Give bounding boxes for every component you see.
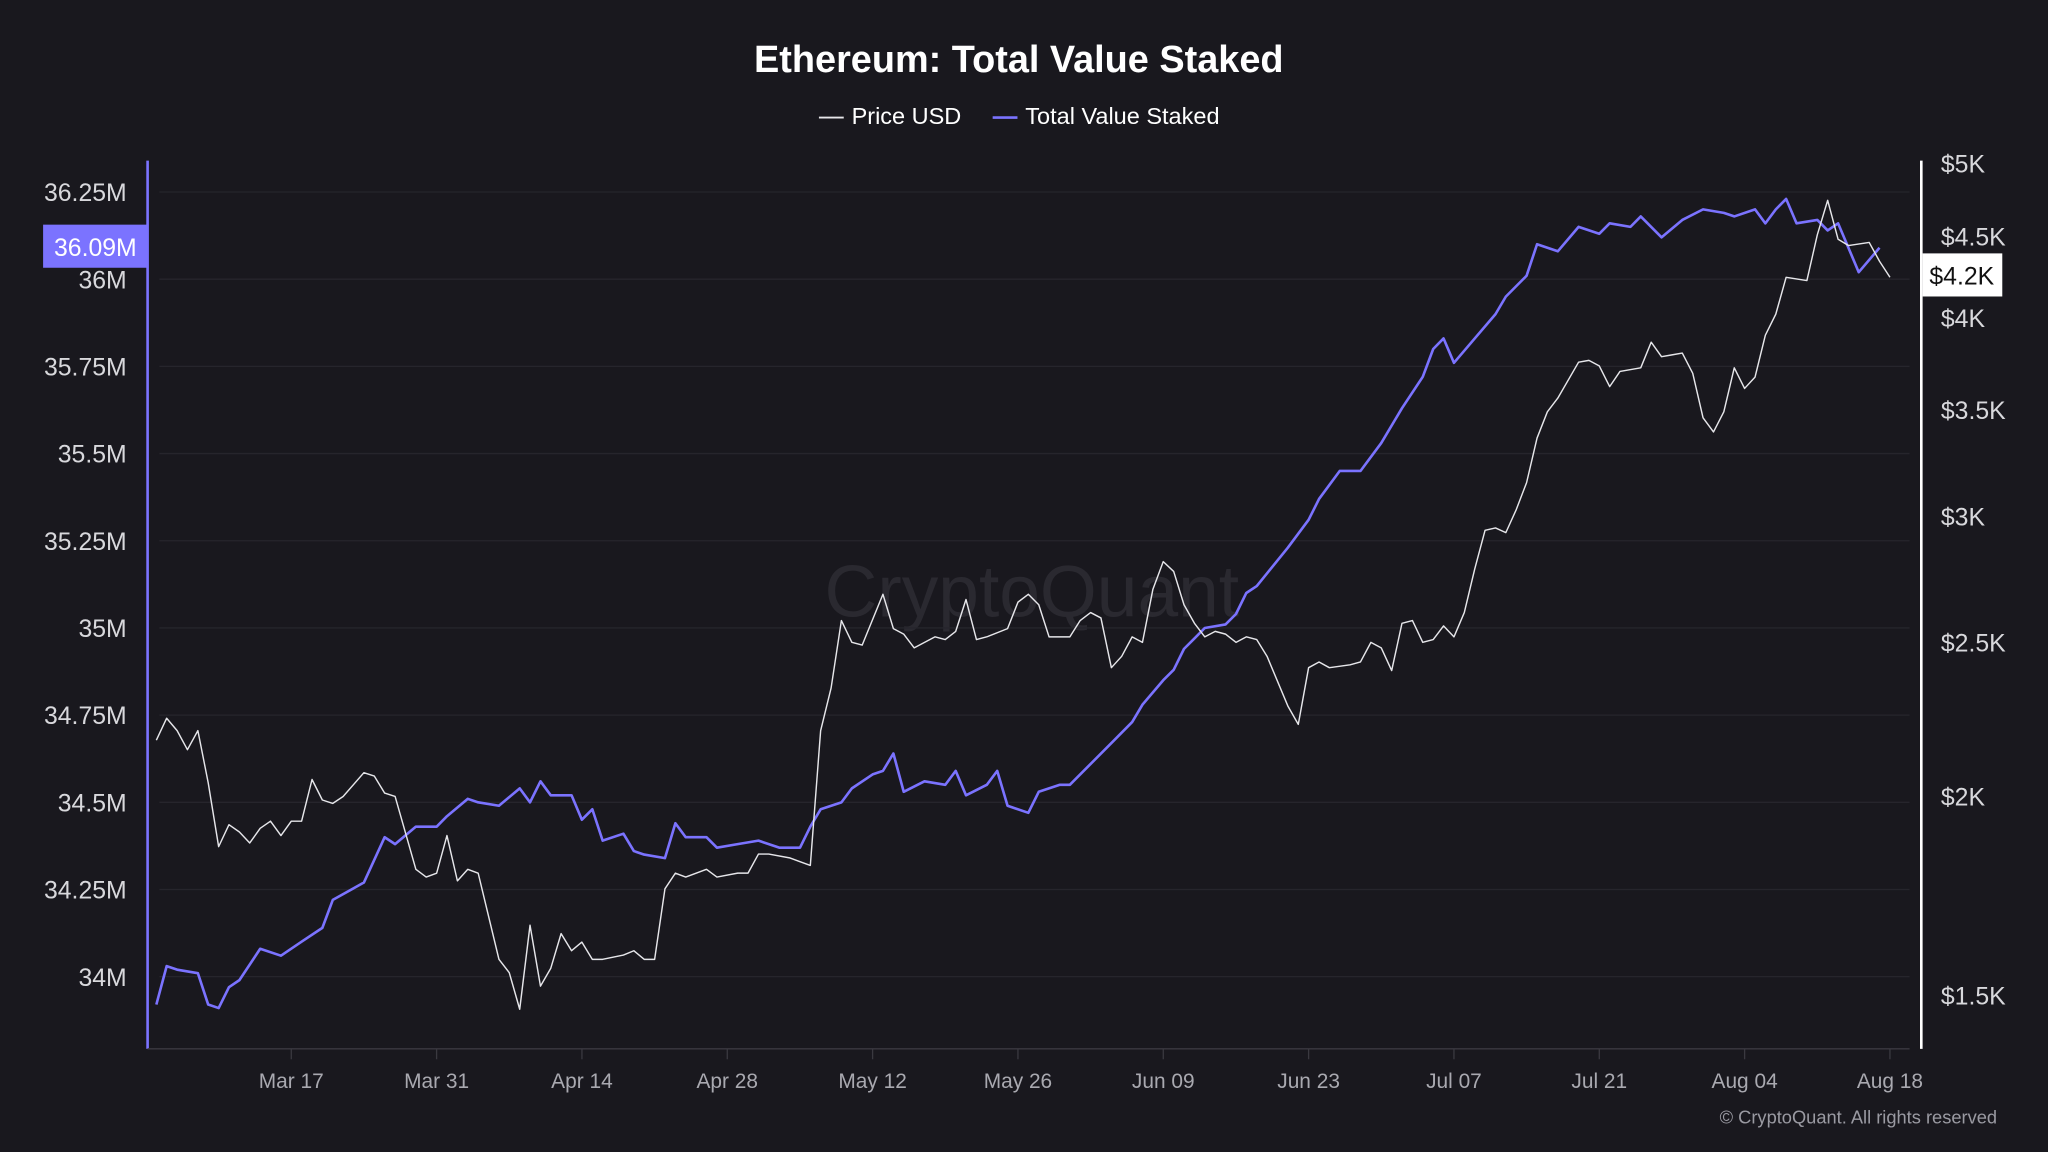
x-tick-label: Aug 18	[1857, 1070, 1923, 1093]
x-tick-label: May 12	[838, 1070, 906, 1093]
right-tick-label: $3K	[1941, 505, 1986, 532]
series-price-usd	[155, 199, 1891, 1010]
left-tick-label: 34.75M	[44, 703, 127, 730]
right-axis-ticks: $1.5K $2K $2.5K $3K $3.5K $4K $4.5K $5K	[1941, 152, 2006, 1011]
right-tick-label: $4K	[1941, 306, 1986, 333]
legend: Price USD Total Value Staked	[818, 103, 1220, 129]
left-tick-label: 35M	[78, 616, 126, 643]
left-tick-label: 36M	[78, 267, 126, 294]
left-tick-label: 36.25M	[44, 180, 127, 207]
left-tick-label: 35.5M	[58, 442, 127, 469]
legend-staked-label[interactable]: Total Value Staked	[1025, 103, 1219, 129]
x-tick-label: May 26	[984, 1070, 1052, 1093]
right-tick-label: $2K	[1941, 785, 1986, 812]
left-tick-label: 34M	[78, 965, 126, 992]
x-tick-label: Apr 14	[551, 1070, 613, 1093]
right-last-value-badge: $4.2K	[1922, 253, 2003, 297]
right-tick-label: $5K	[1941, 152, 1986, 179]
right-tick-label: $3.5K	[1941, 398, 2006, 425]
x-tick-label: Jun 09	[1132, 1070, 1195, 1093]
x-tick-label: Mar 17	[259, 1070, 324, 1093]
right-last-value: $4.2K	[1929, 264, 1994, 291]
x-tick-label: Aug 04	[1712, 1070, 1778, 1093]
chart-title: Ethereum: Total Value Staked	[754, 39, 1283, 81]
series-total-value-staked	[155, 197, 1881, 1010]
left-tick-label: 35.75M	[44, 355, 127, 382]
left-last-value-badge: 36.09M	[43, 224, 148, 268]
watermark: CryptoQuant	[825, 551, 1240, 632]
x-tick-label: Apr 28	[697, 1070, 759, 1093]
left-tick-label: 34.5M	[58, 790, 127, 817]
copyright-footer: © CryptoQuant. All rights reserved	[1720, 1106, 1997, 1127]
left-tick-label: 35.25M	[44, 529, 127, 556]
legend-price-label[interactable]: Price USD	[852, 103, 962, 129]
left-axis-ticks: 34M 34.25M 34.5M 34.75M 35M 35.25M 35.5M 35.75M…	[44, 180, 127, 992]
left-tick-label: 34.25M	[44, 878, 127, 905]
right-tick-label: $2.5K	[1941, 630, 2006, 657]
x-tick-label: Jul 07	[1426, 1070, 1482, 1093]
x-tick-label: Jun 23	[1277, 1070, 1340, 1093]
right-tick-label: $1.5K	[1941, 983, 2006, 1010]
right-tick-label: $4.5K	[1941, 224, 2006, 251]
x-tick-label: Mar 31	[404, 1070, 469, 1093]
x-tick-label: Jul 21	[1571, 1070, 1627, 1093]
x-axis-ticks: Mar 17 Mar 31 Apr 14 Apr 28 May 12 May 26 Jun …	[259, 1048, 1923, 1093]
left-last-value: 36.09M	[54, 235, 137, 262]
